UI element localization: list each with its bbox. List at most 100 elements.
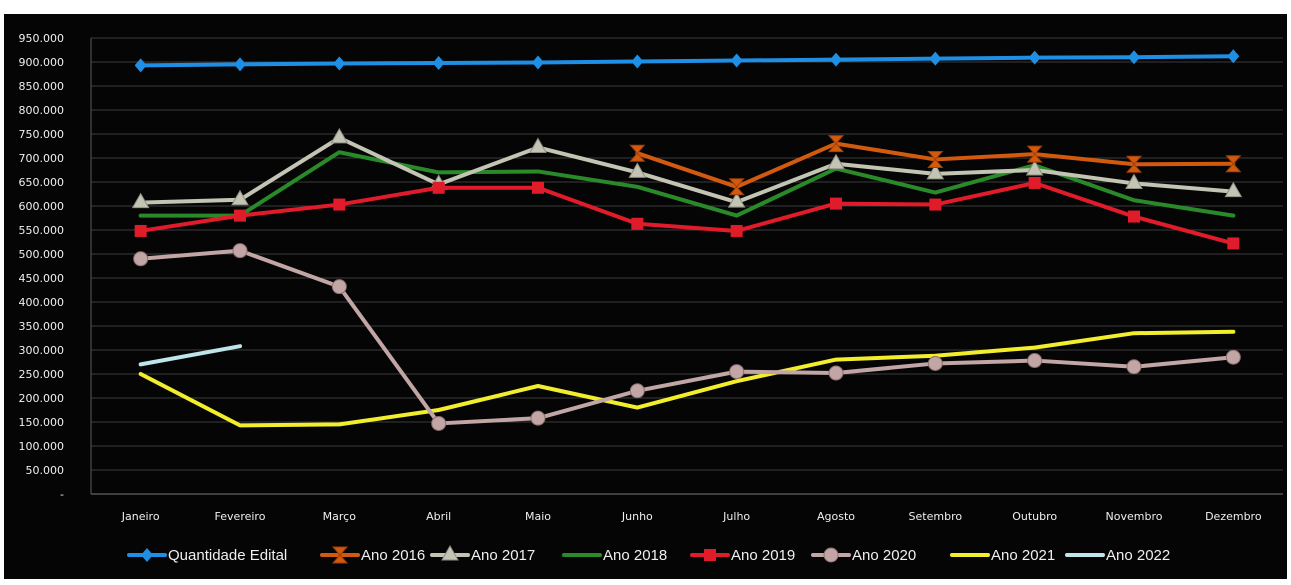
x-tick-label: Dezembro xyxy=(1205,510,1262,523)
legend-item: Ano 2018 xyxy=(562,547,667,564)
series-ano-2016 xyxy=(629,135,1242,196)
data-point xyxy=(333,56,346,71)
x-tick-label: Julho xyxy=(722,510,750,523)
data-point xyxy=(827,153,845,170)
x-tick-label: Outubro xyxy=(1012,510,1057,523)
data-point xyxy=(727,192,746,208)
legend-label: Ano 2020 xyxy=(852,547,916,564)
legend-item: Ano 2022 xyxy=(1065,547,1170,564)
legend-label: Quantidade Edital xyxy=(168,547,287,564)
legend-swatch-marker xyxy=(441,544,459,561)
data-point xyxy=(234,57,246,72)
data-point xyxy=(532,55,544,70)
legend-swatch-marker xyxy=(141,548,153,562)
legend-label: Ano 2016 xyxy=(361,547,425,564)
data-point xyxy=(1025,159,1044,176)
data-point xyxy=(133,251,149,267)
data-point xyxy=(530,410,546,426)
y-tick-label: 150.000 xyxy=(19,416,65,429)
data-point xyxy=(1227,49,1240,64)
y-tick-label: 750.000 xyxy=(19,128,65,141)
y-tick-label: 500.000 xyxy=(19,248,65,261)
x-tick-label: Novembro xyxy=(1106,510,1163,523)
series-line xyxy=(138,180,1236,246)
data-point xyxy=(828,365,844,381)
data-point xyxy=(1128,50,1140,65)
data-point xyxy=(331,279,347,295)
data-point xyxy=(1026,145,1043,163)
series-ano-2021 xyxy=(138,329,1236,428)
data-point xyxy=(1027,353,1043,369)
legend-label: Ano 2019 xyxy=(731,547,795,564)
legend: Quantidade Edital Ano 2016 Ano 2017 Ano 201… xyxy=(127,544,1170,564)
y-tick-label: 800.000 xyxy=(19,104,65,117)
data-point xyxy=(927,150,944,168)
x-tick-label: Abril xyxy=(426,510,451,523)
series-quantidade-edital xyxy=(134,49,1240,73)
legend-item: Ano 2021 xyxy=(950,547,1055,564)
data-point xyxy=(631,217,644,230)
data-point xyxy=(432,181,445,194)
legend-item: Ano 2016 xyxy=(320,546,425,564)
data-point xyxy=(232,243,248,259)
data-point xyxy=(431,415,447,431)
data-point xyxy=(1125,173,1143,189)
data-point xyxy=(730,224,743,237)
data-point xyxy=(1224,181,1243,198)
series-ano-2022 xyxy=(138,344,242,367)
data-point xyxy=(728,178,745,196)
data-point xyxy=(134,58,147,73)
y-axis-tick-labels: - 50.000 100.000 150.000 200.000 250.000 300.0… xyxy=(19,32,65,501)
series-line xyxy=(138,329,1236,428)
data-point xyxy=(330,127,349,144)
data-point xyxy=(629,144,646,162)
data-point xyxy=(929,51,942,66)
legend-item: Ano 2019 xyxy=(690,547,795,564)
y-tick-label: 900.000 xyxy=(19,56,65,69)
y-tick-label: 250.000 xyxy=(19,368,65,381)
legend-swatch-marker xyxy=(331,546,349,564)
y-tick-label: 600.000 xyxy=(19,200,65,213)
x-tick-label: Setembro xyxy=(909,510,963,523)
series-ano-2019 xyxy=(134,176,1240,250)
data-point xyxy=(131,192,150,209)
data-point xyxy=(830,197,842,210)
legend-swatch-marker xyxy=(704,549,716,561)
x-tick-label: Maio xyxy=(525,510,551,523)
y-tick-label: 950.000 xyxy=(19,32,65,45)
data-point xyxy=(432,55,445,70)
legend-label: Ano 2017 xyxy=(471,547,535,564)
data-point xyxy=(234,209,246,222)
data-point xyxy=(1225,155,1242,173)
data-point xyxy=(1227,237,1240,250)
y-tick-label: - xyxy=(60,488,64,501)
data-point xyxy=(1028,50,1041,65)
x-tick-label: Janeiro xyxy=(121,510,160,523)
legend-item: Ano 2020 xyxy=(811,547,916,564)
series-line xyxy=(138,135,1236,205)
data-point xyxy=(631,54,644,69)
data-point xyxy=(1225,349,1241,365)
chart-frame: - 50.000 100.000 150.000 200.000 250.000 300.0… xyxy=(4,14,1287,579)
data-point xyxy=(1128,210,1140,223)
data-point xyxy=(529,137,547,153)
data-point xyxy=(629,383,645,399)
data-point xyxy=(926,163,945,180)
line-chart: - 50.000 100.000 150.000 200.000 250.000 300.0… xyxy=(19,32,1283,564)
series-line xyxy=(138,248,1236,426)
legend-label: Ano 2018 xyxy=(603,547,667,564)
series-ano-2020 xyxy=(133,243,1241,431)
data-point xyxy=(134,224,147,237)
legend-label: Ano 2021 xyxy=(991,547,1055,564)
x-tick-label: Fevereiro xyxy=(215,510,266,523)
data-point xyxy=(927,355,943,371)
series-lines xyxy=(131,49,1243,431)
legend-item: Ano 2017 xyxy=(430,544,535,564)
data-point xyxy=(827,135,845,153)
y-tick-label: 550.000 xyxy=(19,224,65,237)
y-tick-label: 450.000 xyxy=(19,272,65,285)
y-tick-label: 200.000 xyxy=(19,392,65,405)
y-tick-label: 650.000 xyxy=(19,176,65,189)
data-point xyxy=(333,198,346,211)
y-tick-label: 400.000 xyxy=(19,296,65,309)
